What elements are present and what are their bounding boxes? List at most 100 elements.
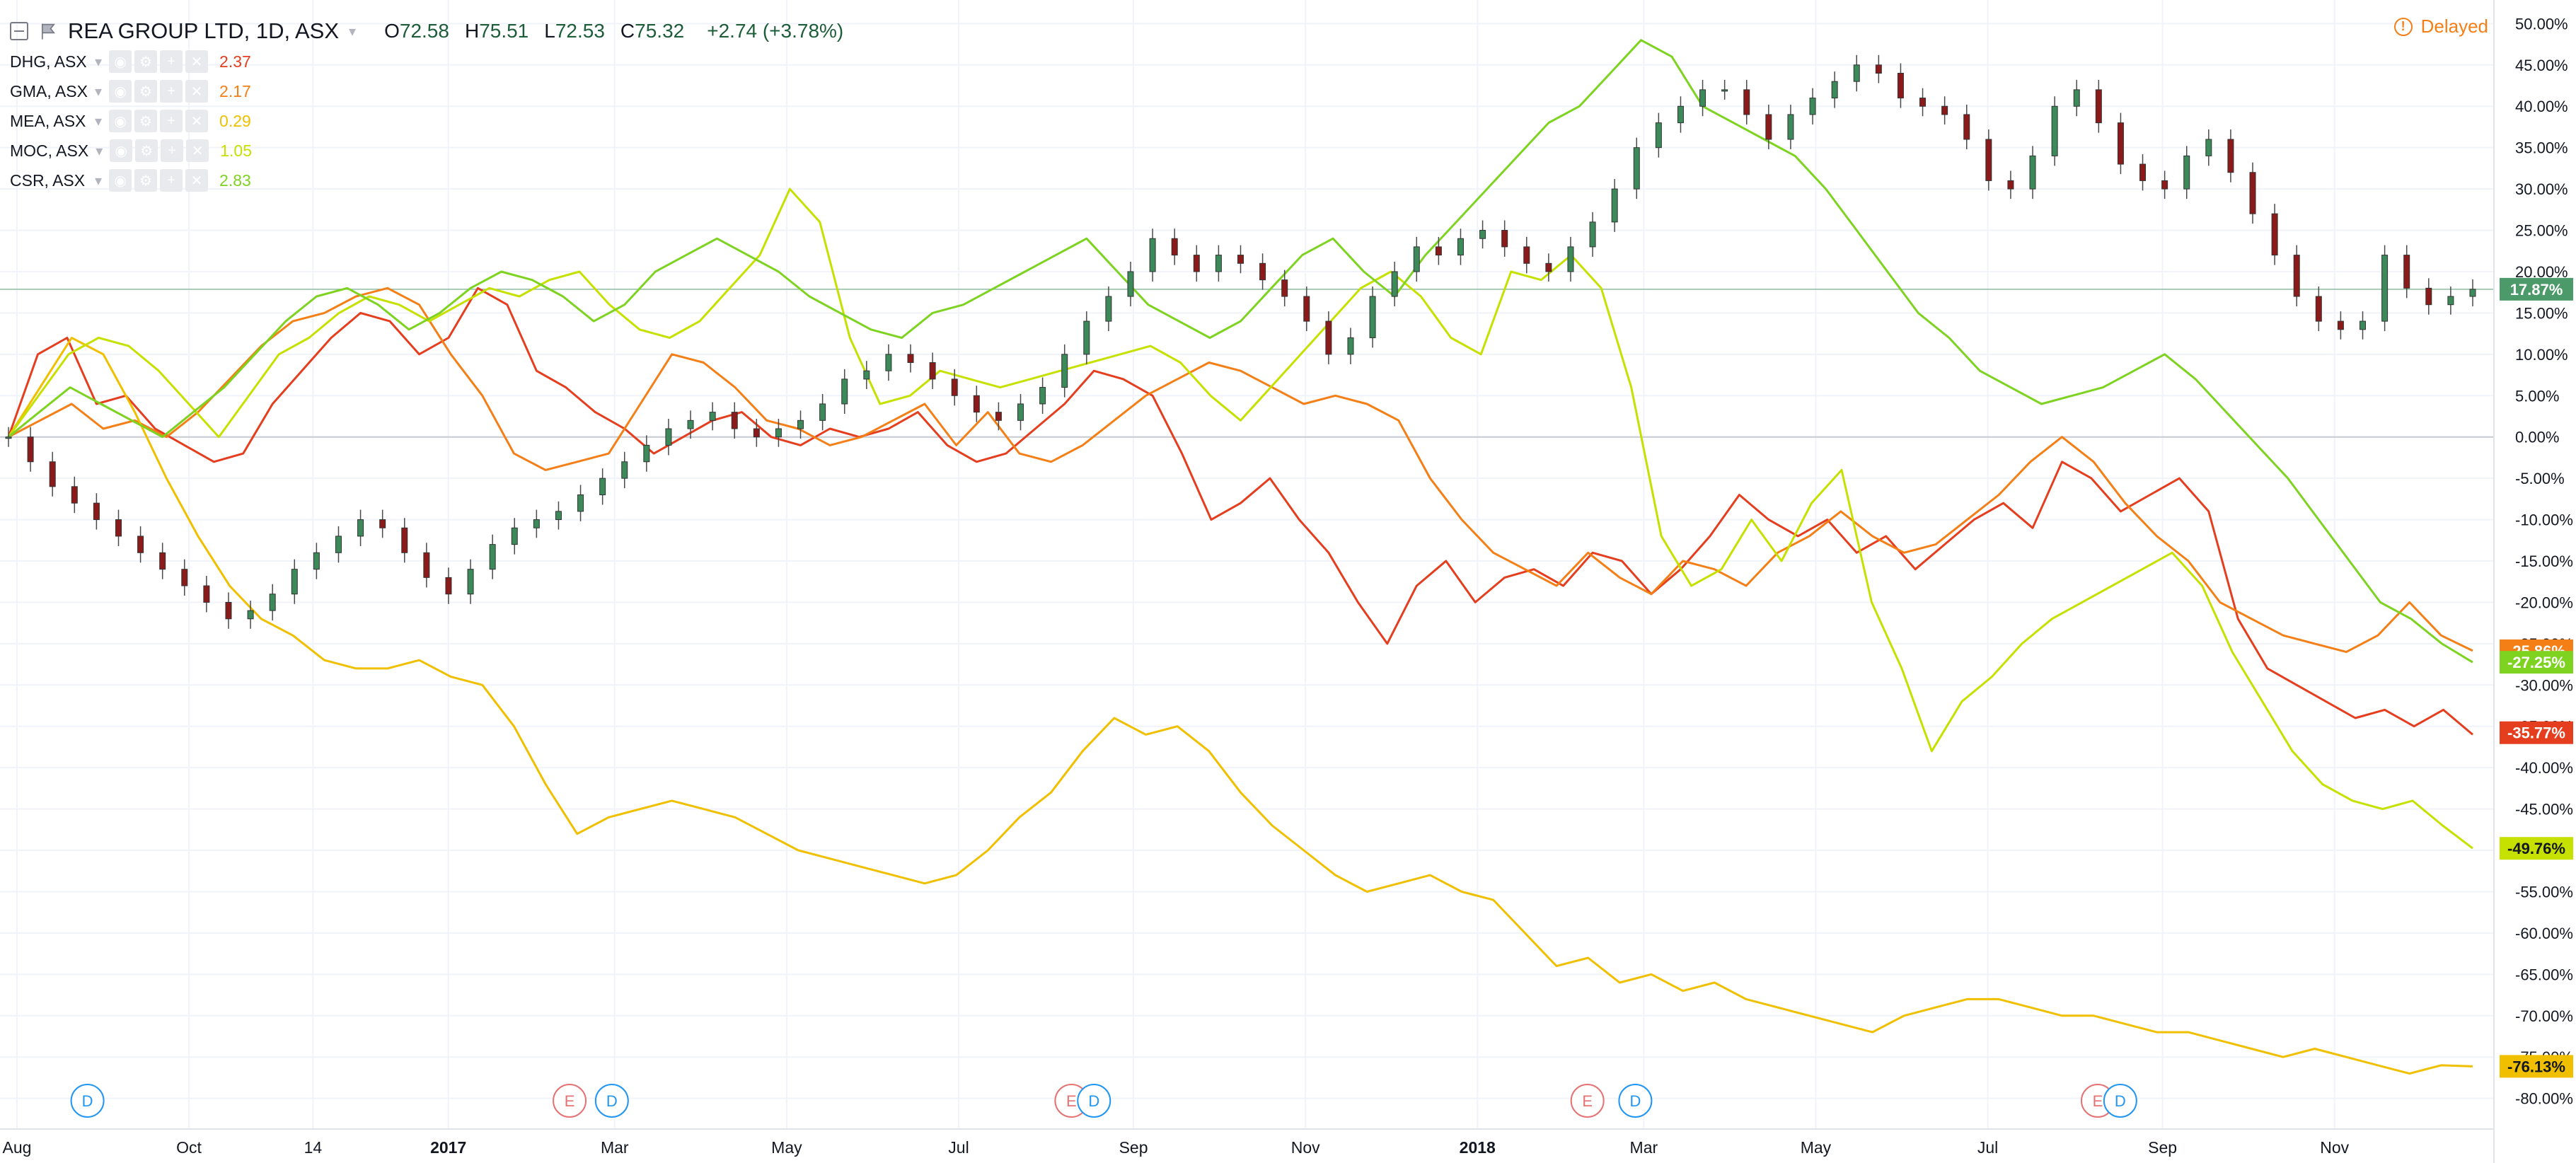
plus-icon[interactable]: + (160, 80, 183, 103)
candle (423, 552, 430, 578)
chevron-down-icon[interactable]: ▾ (96, 143, 103, 159)
legend-symbol[interactable]: MEA, ASX (10, 111, 86, 130)
candle (2095, 89, 2102, 124)
candle (71, 486, 78, 504)
chevron-down-icon[interactable]: ▾ (95, 113, 103, 129)
candle (269, 594, 276, 611)
gear-icon[interactable]: ⚙ (134, 50, 158, 73)
legend-symbol[interactable]: CSR, ASX (10, 170, 86, 190)
x-tick-label: Sep (2148, 1138, 2177, 1157)
series-line[interactable] (7, 287, 2473, 736)
candle (1237, 255, 1244, 264)
candle (5, 436, 12, 439)
gear-icon[interactable]: ⚙ (134, 80, 158, 103)
candle (137, 536, 144, 553)
candle (1457, 238, 1464, 256)
marker-label: E (2093, 1092, 2103, 1110)
price-axis[interactable] (2494, 0, 2576, 1163)
symbol-title[interactable]: REA GROUP LTD, 1D, ASX (68, 18, 340, 43)
y-tick-label: -65.00% (2515, 966, 2573, 983)
marker-label: D (606, 1092, 618, 1110)
close-icon[interactable]: ✕ (185, 169, 209, 192)
candle (1589, 221, 1596, 248)
chevron-down-icon[interactable]: ▾ (95, 83, 103, 100)
eye-icon[interactable]: ◉ (109, 50, 132, 73)
legend-value: 2.17 (219, 81, 251, 100)
dividend-marker[interactable]: D (1077, 1084, 1111, 1118)
candle (907, 354, 914, 364)
close-icon[interactable]: ✕ (185, 50, 209, 73)
eye-icon[interactable]: ◉ (109, 80, 132, 103)
flag-icon[interactable] (38, 21, 58, 41)
y-tick-label: 30.00% (2515, 180, 2568, 198)
candle (1941, 105, 1948, 115)
legend-value: 2.37 (219, 52, 251, 71)
candles[interactable] (5, 54, 2476, 629)
candle (1963, 114, 1970, 140)
y-tick-label: 45.00% (2515, 57, 2568, 74)
candle (1875, 64, 1882, 74)
plus-icon[interactable]: + (160, 169, 183, 192)
candle (1699, 89, 1706, 107)
series-line[interactable] (8, 39, 2473, 664)
candle (467, 569, 474, 595)
price-badge-label: -49.76% (2507, 840, 2565, 857)
close-icon[interactable]: ✕ (185, 110, 209, 132)
series-line[interactable] (7, 337, 2473, 1075)
gear-icon[interactable]: ⚙ (135, 139, 158, 162)
candle (2469, 289, 2476, 297)
close-icon[interactable]: ✕ (186, 139, 209, 162)
marker-label: E (565, 1092, 575, 1110)
chevron-down-icon[interactable]: ▾ (95, 54, 103, 70)
candle (1413, 246, 1420, 272)
gear-icon[interactable]: ⚙ (134, 110, 158, 132)
candle (1831, 81, 1838, 99)
collapse-legend-button[interactable] (10, 22, 28, 40)
marker-circle (553, 1084, 587, 1118)
marker-label: D (2115, 1092, 2126, 1110)
chevron-down-icon[interactable]: ▾ (349, 23, 357, 40)
legend-symbol[interactable]: MOC, ASX (10, 141, 89, 160)
gear-icon[interactable]: ⚙ (134, 169, 158, 192)
legend-row[interactable]: MEA, ASX ▾ ◉ ⚙ + ✕ 0.29 (10, 106, 252, 136)
legend-symbol[interactable]: DHG, ASX (10, 52, 87, 71)
plus-icon[interactable]: + (161, 139, 184, 162)
plus-icon[interactable]: + (160, 50, 183, 73)
candle (1567, 246, 1574, 272)
eye-icon[interactable]: ◉ (109, 110, 132, 132)
price-badge (2500, 651, 2573, 674)
dividend-marker[interactable]: D (70, 1084, 105, 1118)
y-tick-label: -80.00% (2515, 1090, 2573, 1108)
legend-symbol[interactable]: GMA, ASX (10, 81, 88, 100)
candle (2161, 180, 2168, 190)
x-tick-label: Oct (176, 1138, 202, 1157)
price-badge (2500, 837, 2573, 860)
legend-row[interactable]: GMA, ASX ▾ ◉ ⚙ + ✕ 2.17 (10, 76, 252, 106)
legend-row[interactable]: MOC, ASX ▾ ◉ ⚙ + ✕ 1.05 (10, 136, 252, 166)
candle (1787, 114, 1794, 140)
series-line[interactable] (7, 187, 2473, 850)
series-line[interactable] (8, 287, 2473, 654)
earnings-marker[interactable]: E (553, 1084, 587, 1118)
eye-icon[interactable]: ◉ (109, 169, 132, 192)
earnings-marker[interactable]: E (1570, 1084, 1605, 1118)
close-icon[interactable]: ✕ (185, 80, 209, 103)
y-tick-label: 35.00% (2515, 139, 2568, 157)
ohlc-high: H75.51 (464, 20, 529, 42)
dividend-marker[interactable]: D (2103, 1084, 2137, 1118)
chevron-down-icon[interactable]: ▾ (95, 173, 103, 189)
eye-icon[interactable]: ◉ (110, 139, 133, 162)
plus-icon[interactable]: + (160, 110, 183, 132)
legend-row[interactable]: DHG, ASX ▾ ◉ ⚙ + ✕ 2.37 (10, 47, 252, 76)
ohlc-low: L72.53 (544, 20, 605, 42)
legend-row[interactable]: CSR, ASX ▾ ◉ ⚙ + ✕ 2.83 (10, 166, 252, 195)
candle (2139, 163, 2147, 181)
candle (1545, 262, 1552, 272)
candle (247, 610, 254, 620)
y-tick-label: 0.00% (2515, 429, 2559, 446)
delayed-indicator[interactable]: ! Delayed (2393, 16, 2488, 37)
dividend-marker[interactable]: D (1618, 1084, 1653, 1118)
dividend-marker[interactable]: D (594, 1084, 629, 1118)
candle (445, 577, 452, 595)
